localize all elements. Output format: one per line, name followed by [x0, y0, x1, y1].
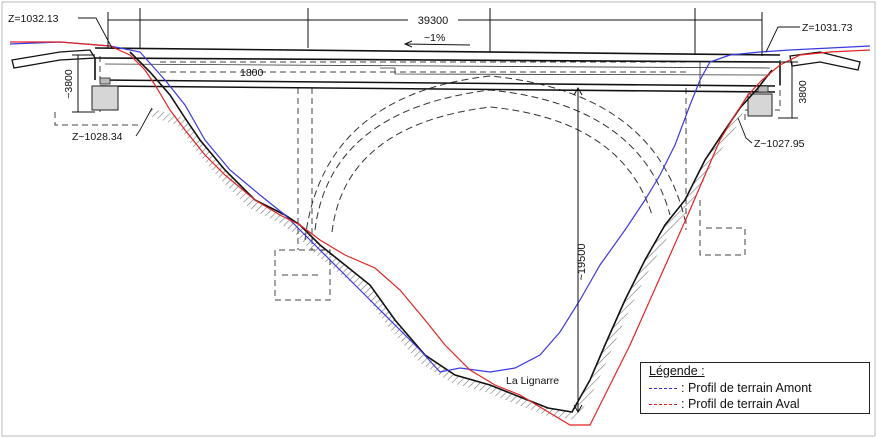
slope-label: ~1%	[424, 32, 445, 44]
legend-item-downstream: : Profil de terrain Aval	[649, 397, 800, 411]
level-right-top: Z=1031.73	[802, 22, 853, 34]
downstream-swatch	[649, 403, 677, 405]
level-left-top: Z=1032.13	[8, 13, 59, 25]
left-road-embankment	[11, 49, 97, 69]
level-left-bottom: Z~1028.34	[72, 131, 123, 143]
river-label: La Lignarre	[506, 375, 559, 387]
left-abutment	[91, 85, 119, 111]
arch-dashed	[304, 75, 686, 241]
left-height-dimension	[72, 54, 95, 113]
deck-width-label: 1800	[240, 67, 264, 79]
right-height-label: 3800	[797, 80, 809, 104]
slope-indicator	[403, 40, 471, 48]
left-height-label: ~3800	[63, 69, 75, 99]
legend-item-label: : Profil de terrain Aval	[681, 397, 800, 411]
terrain-profile-existing	[129, 51, 773, 413]
dashed-foundations	[54, 56, 781, 301]
upstream-terrain-profile	[9, 41, 871, 373]
depth-dimension	[573, 86, 583, 414]
deck-thin-lines	[104, 62, 771, 88]
depth-label: ~19500	[576, 243, 588, 280]
right-height-dimension	[778, 61, 798, 119]
legend-box: Légende : : Profil de terrain Amont : Pr…	[640, 362, 870, 414]
level-right-bottom: Z~1027.95	[754, 138, 805, 150]
bridge-deck	[94, 47, 781, 93]
right-abutment	[747, 93, 773, 117]
level-leaders	[78, 17, 800, 144]
left-bearing	[99, 77, 111, 85]
upstream-swatch	[649, 387, 677, 389]
downstream-terrain-profile	[10, 41, 871, 426]
legend-item-label: : Profil de terrain Amont	[681, 381, 812, 395]
span-label: 39300	[418, 15, 449, 27]
legend-item-upstream: : Profil de terrain Amont	[649, 381, 812, 395]
legend-title: Légende :	[649, 364, 705, 378]
